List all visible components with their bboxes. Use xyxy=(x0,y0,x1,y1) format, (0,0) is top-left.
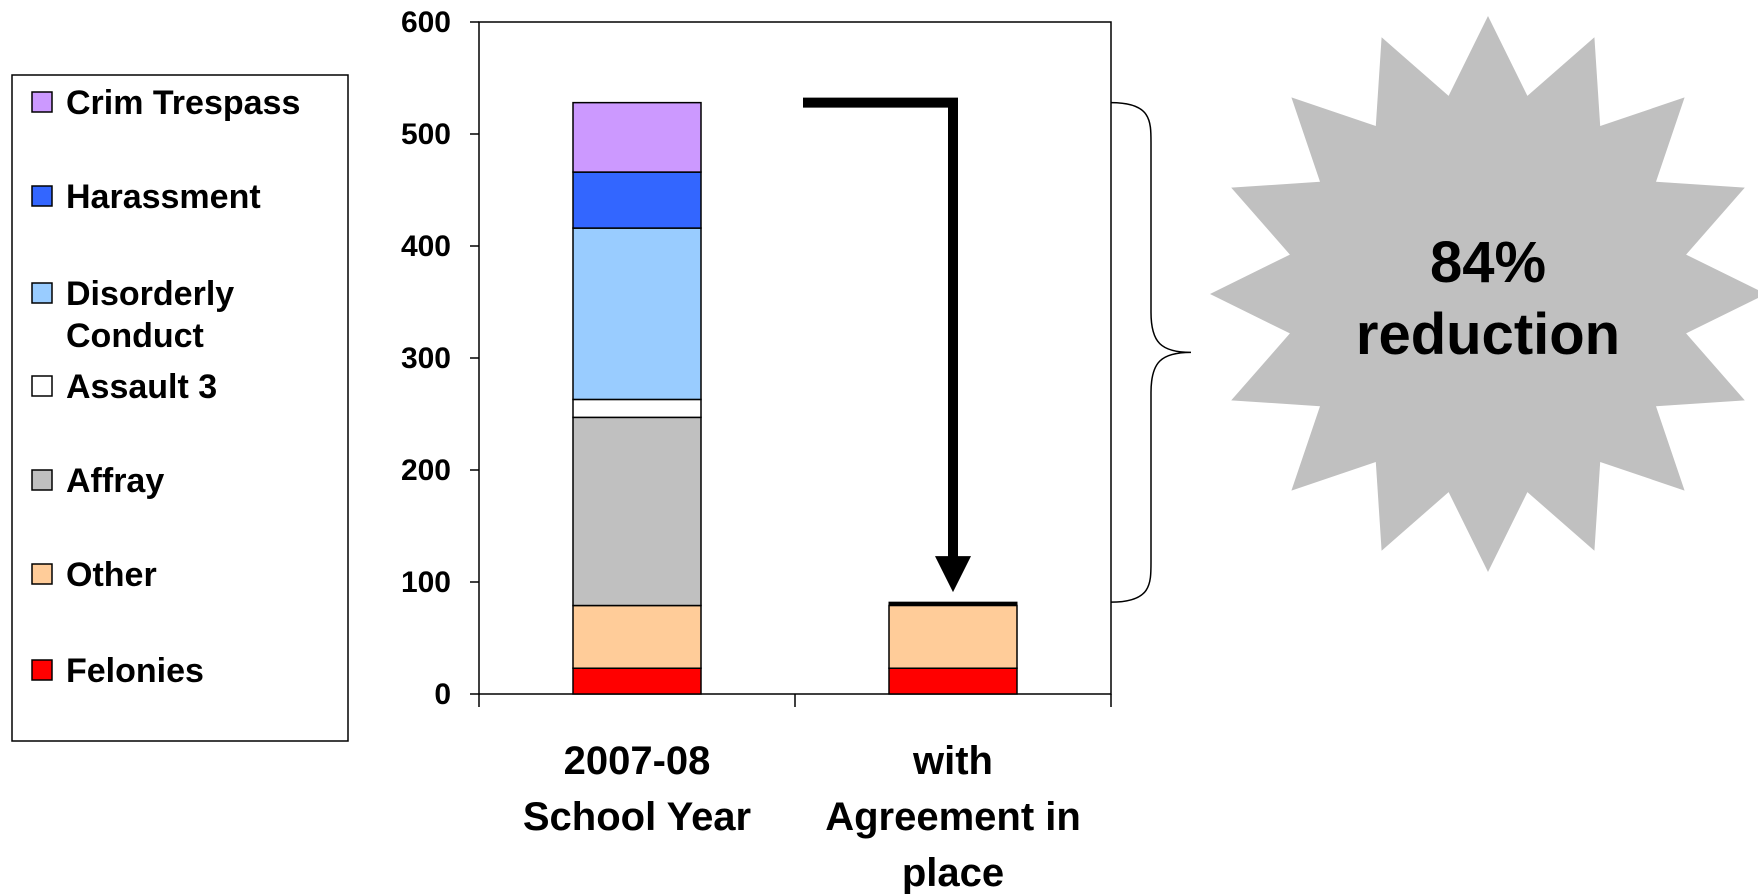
y-tick-label: 100 xyxy=(401,566,451,599)
x-axis: 2007-08 School Year with Agreement in place xyxy=(478,694,1112,894)
reduction-starburst: 84% reduction xyxy=(1210,16,1758,572)
y-tick-label: 200 xyxy=(401,454,451,487)
bar-segment-felonies xyxy=(572,667,702,695)
legend-label: Harassment xyxy=(66,178,261,216)
bar-segment-felonies xyxy=(888,667,1018,695)
reduction-label: 84% reduction xyxy=(1356,230,1620,367)
arrow-line xyxy=(803,97,958,559)
x-category-label: 2007-08 School Year xyxy=(523,739,751,839)
legend-swatch xyxy=(31,659,53,681)
bar-segment-other xyxy=(888,604,1018,669)
starburst-shape xyxy=(1210,16,1758,572)
legend-item: Felonies xyxy=(31,652,204,690)
legend-item: Other xyxy=(31,556,157,594)
bars xyxy=(572,101,1018,695)
legend-label: Crim Trespass xyxy=(66,84,300,122)
x-category-label: with Agreement in place xyxy=(825,739,1081,894)
legend-swatch xyxy=(31,375,53,397)
legend-swatch xyxy=(31,185,53,207)
bar-segment-disorderly-conduct xyxy=(572,227,702,401)
legend-label: Disorderly Conduct xyxy=(66,275,234,355)
bar-segment-top-cap xyxy=(888,601,1018,607)
legend-swatch xyxy=(31,469,53,491)
bar-segment-assault-3 xyxy=(572,398,702,419)
legend-label: Assault 3 xyxy=(66,368,217,406)
legend-item: Crim Trespass xyxy=(31,84,300,122)
legend-label: Other xyxy=(66,556,157,594)
legend: Crim Trespass Harassment Disorderly Conduct… xyxy=(11,74,349,742)
y-tick-label: 300 xyxy=(401,342,451,375)
legend-item: Disorderly Conduct xyxy=(31,275,234,355)
y-tick-label: 600 xyxy=(401,6,451,39)
legend-label: Affray xyxy=(66,462,164,500)
y-tick-label: 0 xyxy=(434,678,451,711)
legend-swatch xyxy=(31,91,53,113)
legend-label: Felonies xyxy=(66,652,204,690)
arrow-head xyxy=(935,556,971,593)
y-tick-label: 500 xyxy=(401,118,451,151)
legend-box xyxy=(11,74,349,742)
legend-item: Affray xyxy=(31,462,164,500)
legend-item: Assault 3 xyxy=(31,368,217,406)
legend-swatch xyxy=(31,563,53,585)
bar-segment-affray xyxy=(572,416,702,607)
reduction-brace xyxy=(1110,101,1192,603)
y-axis: 0 100 200 300 400 500 600 xyxy=(401,6,479,711)
y-tick-label: 400 xyxy=(401,230,451,263)
bar-segment-other xyxy=(572,604,702,669)
reduction-arrow xyxy=(803,97,971,593)
legend-item: Harassment xyxy=(31,178,261,216)
bar-segment-harassment xyxy=(572,171,702,229)
legend-swatch xyxy=(31,282,53,304)
brace-path xyxy=(1110,101,1192,603)
bar-segment-crim-trespass xyxy=(572,101,702,173)
